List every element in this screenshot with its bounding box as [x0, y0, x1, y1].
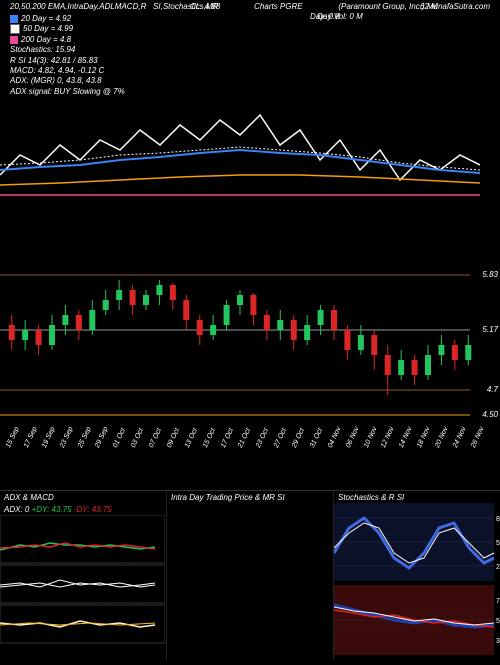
price-level-label: 5.83 [482, 270, 498, 279]
intraday-title: Intra Day Trading Price & MR SI [171, 493, 285, 502]
day-vol: Day Vol: 0 M [317, 12, 363, 21]
date-tick: 06 Nov [345, 446, 381, 463]
date-tick: 07 Oct [148, 446, 184, 463]
panel-divider [0, 230, 500, 250]
close-price: CL: 4.88 [190, 2, 220, 11]
date-tick: 09 Oct [166, 446, 202, 463]
price-level-label: 4.7 [487, 385, 498, 394]
date-tick: 25 Sep [77, 446, 113, 463]
ema20-swatch [10, 15, 18, 23]
ema20-label: 20 Day = 4.92 [21, 14, 71, 23]
date-tick: 20 Nov [434, 446, 470, 463]
svg-text:30: 30 [496, 638, 500, 645]
date-tick: 12 Nov [380, 446, 416, 463]
ema200-swatch [10, 36, 18, 44]
date-tick: 26 Nov [470, 446, 500, 463]
avg-vol: 62 M [420, 2, 438, 11]
header-ticker: Charts PGRE [254, 2, 302, 12]
date-tick: 14 Nov [398, 446, 434, 463]
date-tick: 29 Oct [291, 446, 327, 463]
date-tick: 15 Oct [202, 446, 238, 463]
date-axis: 15 Sep17 Sep19 Sep23 Sep25 Sep29 Sep01 O… [5, 446, 470, 486]
header-top-left: 20,50,200 EMA,IntraDay,ADLMACD,R [10, 2, 146, 11]
date-tick: 27 Oct [273, 446, 309, 463]
date-tick: 23 Sep [59, 446, 95, 463]
macd-label: MACD: 4.82, 4.94, -0.12 C [10, 66, 490, 76]
date-tick: 19 Sep [41, 446, 77, 463]
date-tick: 17 Oct [220, 446, 256, 463]
moving-average-panel [0, 95, 500, 225]
stoch-title: Stochastics & R SI [338, 493, 404, 502]
adx-macd-panel: ADX & MACD ADX: 0 +DY: 43.75 -DY: 43.75 [0, 490, 166, 660]
date-tick: 23 Oct [255, 446, 291, 463]
date-tick: 21 Oct [237, 446, 273, 463]
stochastics-panel: Stochastics & R SI 80 50 20 70 50 30 [333, 490, 500, 660]
price-level-label: 4.50 [482, 410, 498, 419]
ema200-label: 200 Day = 4.8 [21, 35, 71, 44]
date-tick: 03 Oct [130, 446, 166, 463]
date-tick: 04 Nov [327, 446, 363, 463]
svg-text:50: 50 [496, 540, 500, 547]
stochastics-label: Stochastics: 15.94 [10, 45, 490, 55]
adx-readout: ADX: 0 +DY: 43.75 -DY: 43.75 [4, 505, 112, 514]
date-tick: 29 Sep [94, 446, 130, 463]
date-tick: 15 Sep [5, 446, 41, 463]
header-source: (Paramount Group, Inc.) MunafaSutra.com [338, 2, 490, 12]
date-tick: 24 Nov [452, 446, 488, 463]
date-tick: 10 Nov [363, 446, 399, 463]
rsi-label: R SI 14(3): 42.81 / 85.83 [10, 56, 490, 66]
price-level-label: 5.17 [482, 325, 498, 334]
svg-text:20: 20 [496, 564, 500, 571]
ema50-swatch [10, 24, 20, 34]
date-tick: 01 Oct [112, 446, 148, 463]
chart-header: 20,50,200 EMA,IntraDay,ADLMACD,R SI,Stoc… [10, 2, 490, 72]
candlestick-panel [0, 255, 500, 440]
intraday-panel: Intra Day Trading Price & MR SI [166, 490, 333, 660]
date-tick: 18 Nov [416, 446, 452, 463]
svg-text:70: 70 [496, 598, 500, 605]
svg-text:50: 50 [496, 618, 500, 625]
adx-label: ADX: (MGR) 0, 43.8, 43.8 [10, 76, 490, 86]
date-tick: 13 Oct [184, 446, 220, 463]
ema50-label: 50 Day = 4.99 [23, 25, 73, 34]
svg-text:80: 80 [496, 516, 500, 523]
indicator-panels: ADX & MACD ADX: 0 +DY: 43.75 -DY: 43.75 … [0, 490, 500, 660]
date-tick: 17 Sep [23, 446, 59, 463]
adx-title: ADX & MACD [4, 493, 54, 502]
date-tick: 31 Oct [309, 446, 345, 463]
